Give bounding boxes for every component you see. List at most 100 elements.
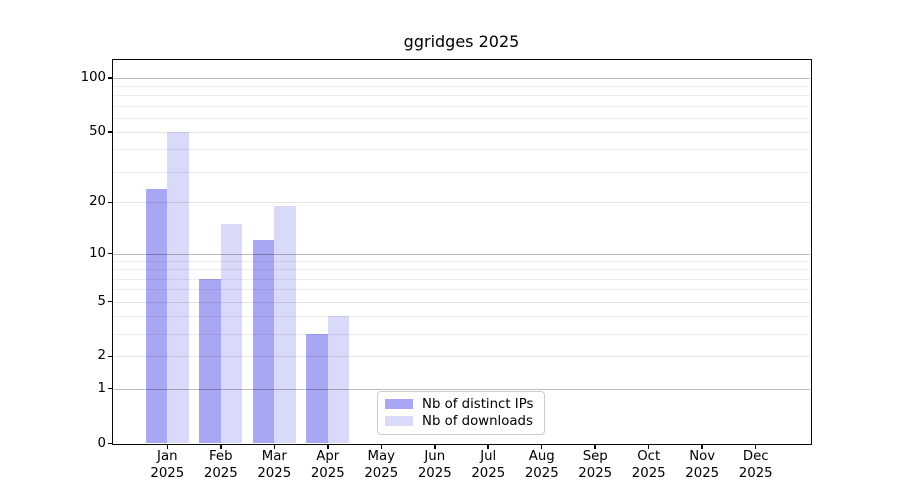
gridline xyxy=(113,333,810,335)
year-label: 2025 xyxy=(471,465,506,481)
bar xyxy=(327,316,350,444)
month-label: Jul xyxy=(480,449,497,464)
gridline xyxy=(113,269,810,271)
gridline xyxy=(113,171,810,173)
x-tick-label: Mar 2025 xyxy=(246,449,302,483)
y-tick-label: 2 xyxy=(97,348,106,364)
x-tick xyxy=(647,444,650,449)
chart-title: ggridges 2025 xyxy=(403,32,520,51)
month-label: Dec xyxy=(742,449,769,464)
plot-area xyxy=(113,61,810,444)
year-label: 2025 xyxy=(364,465,399,481)
x-tick-label: Dec 2025 xyxy=(728,449,784,483)
x-tick-label: Jan 2025 xyxy=(139,449,195,483)
downloads-swatch-icon xyxy=(385,416,413,426)
month-label: Jun xyxy=(424,449,446,464)
x-tick-label: Oct 2025 xyxy=(621,449,677,483)
x-tick-label: Jul 2025 xyxy=(460,449,516,483)
gridline xyxy=(113,278,810,280)
y-tick-label: 5 xyxy=(97,293,106,309)
x-tick xyxy=(487,444,489,449)
gridline xyxy=(113,356,810,358)
year-label: 2025 xyxy=(631,465,666,481)
x-tick-label: Apr 2025 xyxy=(300,449,356,483)
gridline xyxy=(113,117,810,119)
x-tick xyxy=(434,444,436,449)
x-tick-label: Aug 2025 xyxy=(514,449,570,483)
x-tick-label: Nov 2025 xyxy=(674,449,730,483)
gridline xyxy=(113,105,810,107)
y-tick xyxy=(107,355,112,358)
legend-item-downloads: Nb of downloads xyxy=(385,414,536,429)
year-label: 2025 xyxy=(738,465,773,481)
bar xyxy=(167,132,189,444)
gridline xyxy=(113,388,810,390)
gridline xyxy=(113,289,810,291)
x-tick xyxy=(701,444,703,449)
month-label: Apr xyxy=(316,449,340,464)
y-tick xyxy=(107,442,112,445)
y-tick-label: 20 xyxy=(89,194,106,210)
month-label: Aug xyxy=(528,449,555,464)
x-tick-label: Sep 2025 xyxy=(567,449,623,483)
x-tick xyxy=(380,444,382,449)
legend: Nb of distinct IPs Nb of downloads xyxy=(377,390,545,435)
month-label: Oct xyxy=(637,449,661,464)
gridline xyxy=(113,95,810,97)
bar xyxy=(145,188,168,444)
year-label: 2025 xyxy=(685,465,720,481)
y-tick-label: 10 xyxy=(89,245,106,261)
gridline xyxy=(113,86,810,88)
bar xyxy=(252,240,275,444)
gridline xyxy=(113,316,810,318)
y-tick xyxy=(107,387,112,390)
y-tick-label: 50 xyxy=(89,124,106,140)
year-label: 2025 xyxy=(257,465,292,481)
x-tick-label: Feb 2025 xyxy=(193,449,249,483)
year-label: 2025 xyxy=(203,465,238,481)
x-tick xyxy=(594,444,596,449)
y-tick xyxy=(107,131,112,133)
gridline xyxy=(113,301,810,303)
year-label: 2025 xyxy=(310,465,345,481)
year-label: 2025 xyxy=(417,465,452,481)
bar xyxy=(220,223,243,444)
x-tick xyxy=(540,444,543,449)
y-tick xyxy=(107,201,112,204)
bar xyxy=(274,206,296,444)
x-tick-label: Jun 2025 xyxy=(407,449,463,483)
bar xyxy=(199,278,221,444)
month-label: Sep xyxy=(582,449,608,464)
legend-label: Nb of distinct IPs xyxy=(422,396,534,412)
x-tick xyxy=(273,444,276,449)
distinct-ips-swatch-icon xyxy=(385,399,413,409)
year-label: 2025 xyxy=(578,465,613,481)
x-tick xyxy=(166,444,169,449)
gridline xyxy=(113,253,810,255)
legend-label: Nb of downloads xyxy=(422,413,533,429)
gridline xyxy=(113,202,810,204)
y-tick-label: 0 xyxy=(97,435,106,451)
y-tick xyxy=(107,77,112,79)
gridline xyxy=(113,261,810,263)
bar xyxy=(306,333,328,444)
x-tick xyxy=(754,444,757,449)
year-label: 2025 xyxy=(524,465,559,481)
month-label: May xyxy=(367,449,396,464)
y-tick xyxy=(107,300,112,303)
x-tick-label: May 2025 xyxy=(353,449,409,483)
x-tick xyxy=(327,444,329,449)
legend-item-distinct-ips: Nb of distinct IPs xyxy=(385,397,536,412)
y-tick-label: 1 xyxy=(97,380,106,396)
month-label: Mar xyxy=(261,449,287,464)
year-label: 2025 xyxy=(150,465,185,481)
y-tick-label: 100 xyxy=(80,70,106,85)
month-label: Jan xyxy=(157,449,178,464)
gridline xyxy=(113,78,810,79)
gridline xyxy=(113,132,810,134)
gridline xyxy=(113,149,810,151)
month-label: Feb xyxy=(209,449,233,464)
month-label: Nov xyxy=(689,449,716,464)
x-tick xyxy=(220,444,222,449)
